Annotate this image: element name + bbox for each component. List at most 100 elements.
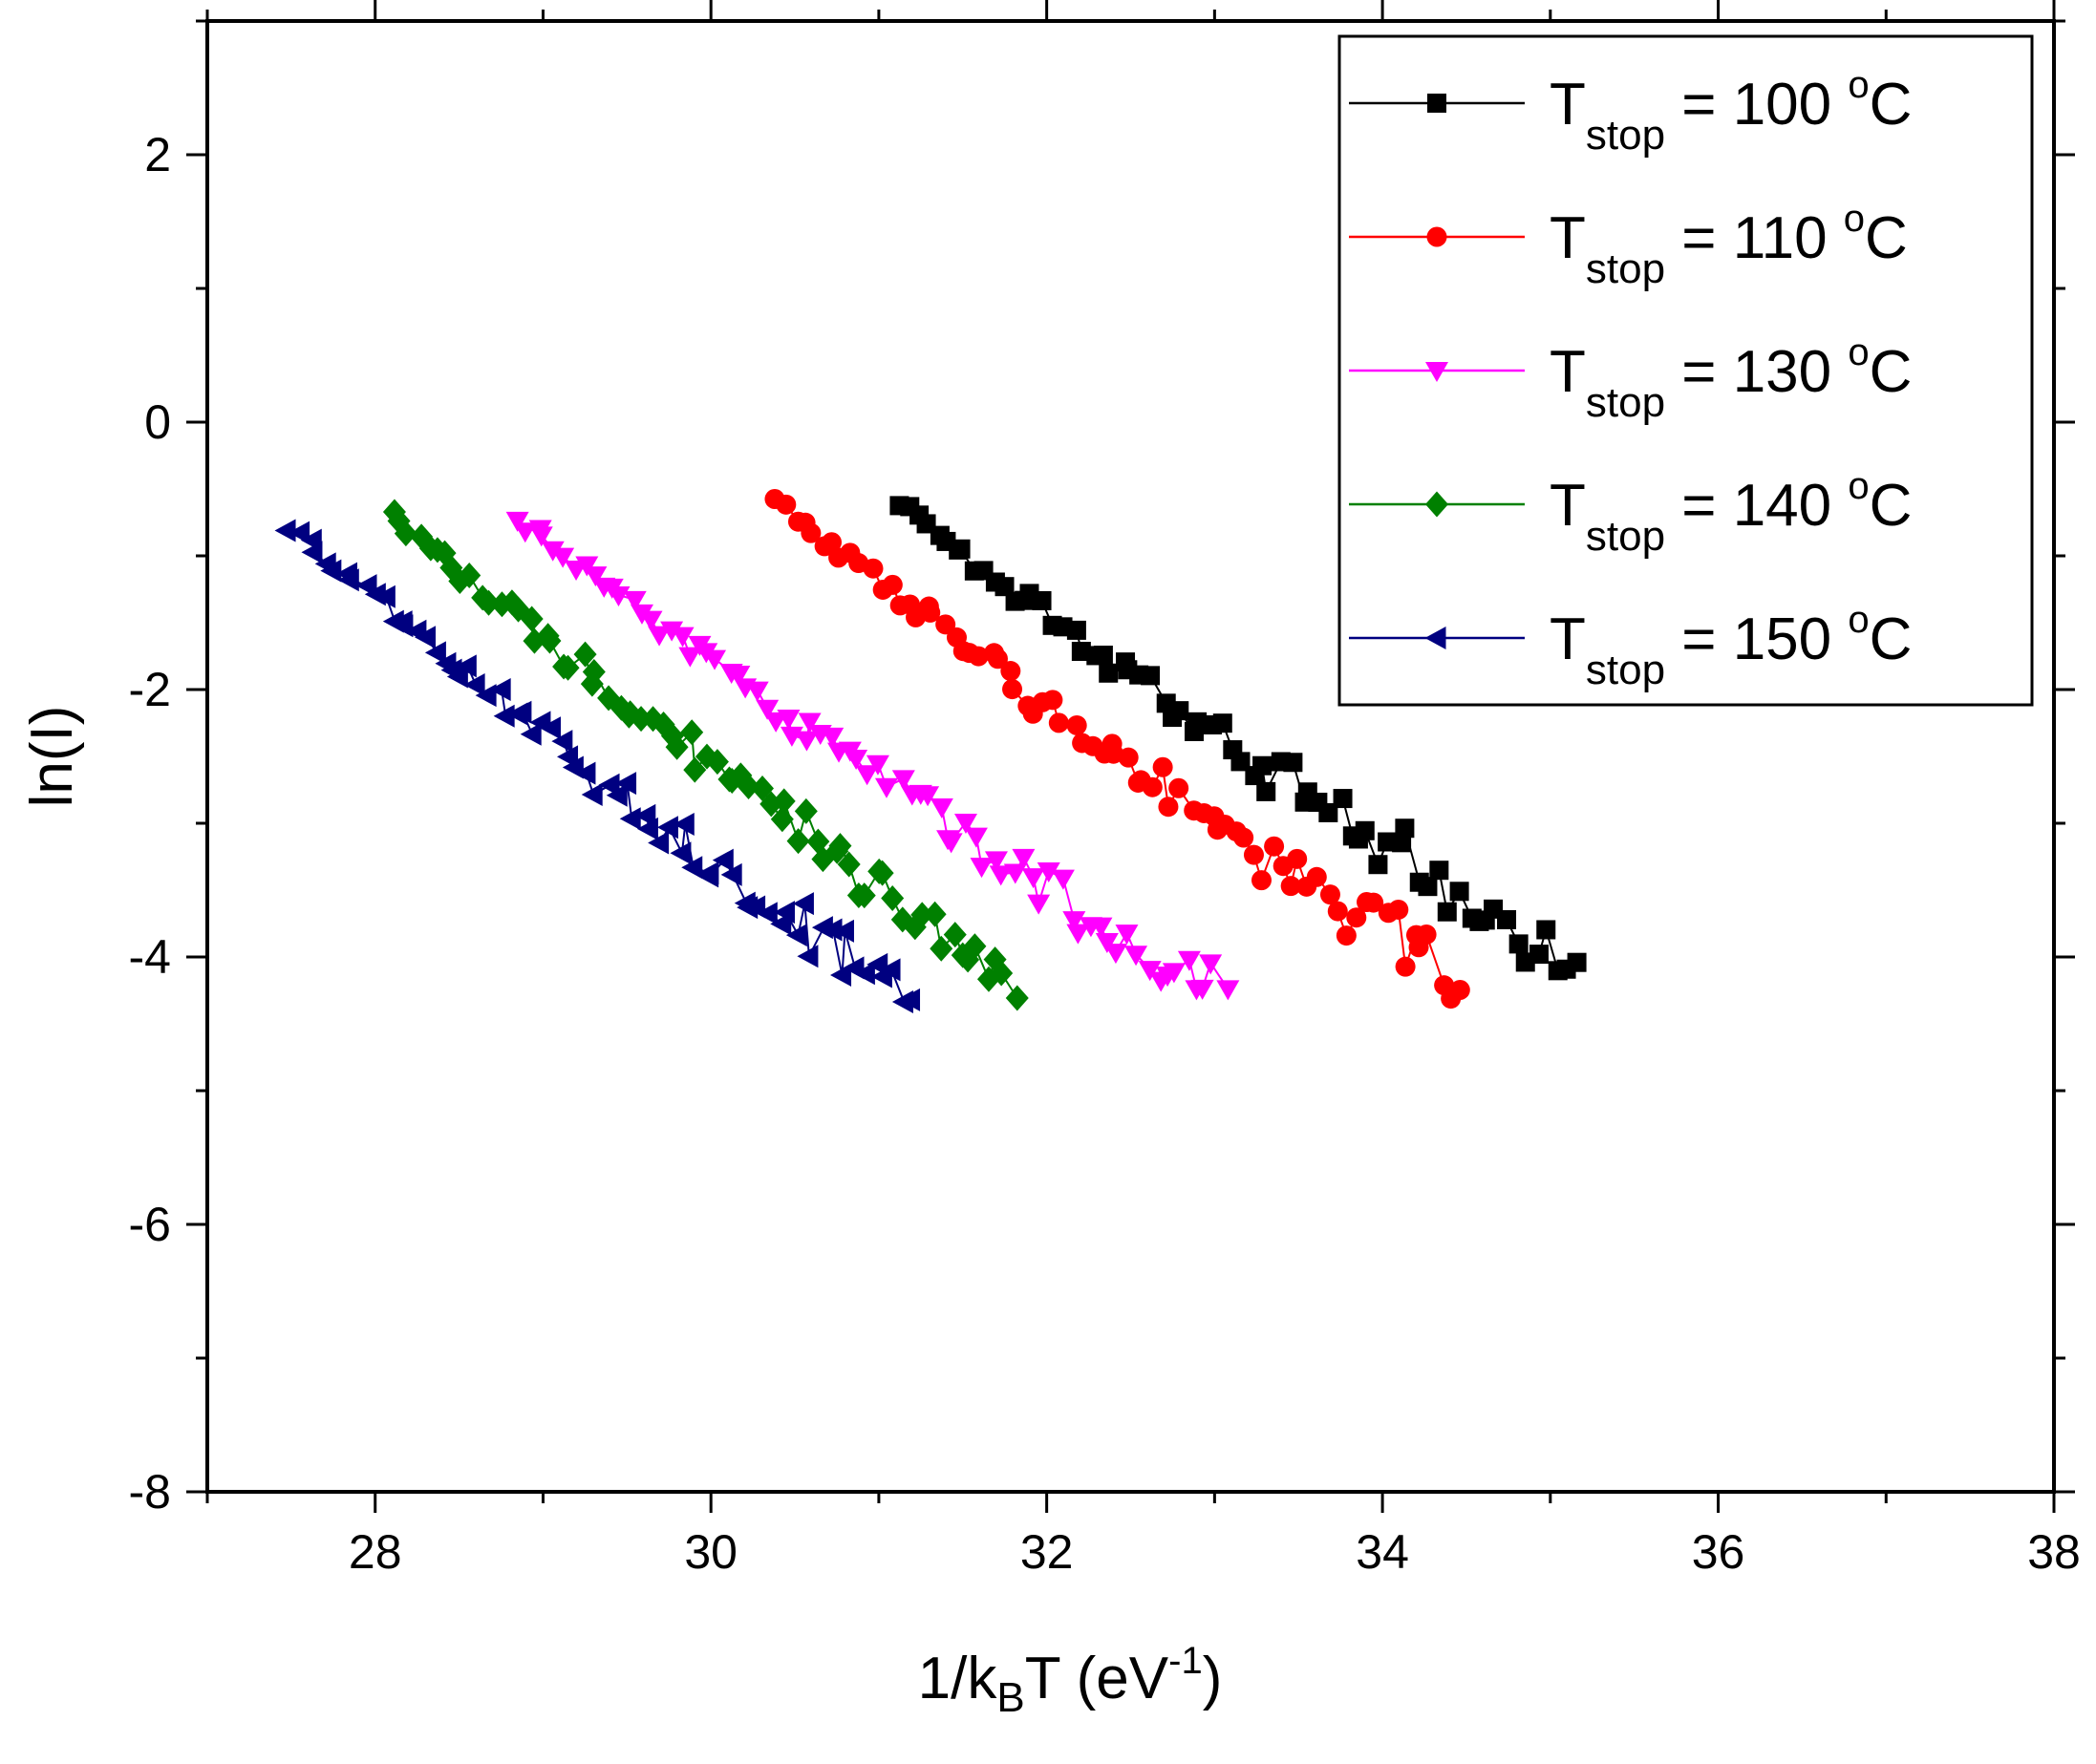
x-tick-label: 32 bbox=[1020, 1525, 1074, 1579]
data-point bbox=[801, 522, 822, 543]
data-point bbox=[573, 641, 597, 668]
data-point bbox=[1319, 884, 1340, 905]
tick-labels-layer: 28 30 32 34 36 38 -8 -6 -4 -2 0 2 bbox=[129, 128, 2081, 1579]
data-point bbox=[797, 945, 819, 968]
data-point bbox=[320, 559, 342, 583]
data-point bbox=[630, 706, 653, 733]
data-point bbox=[792, 892, 814, 916]
x-axis-title-sup: -1 bbox=[1168, 1640, 1203, 1682]
legend-label: Tstop = 130 oC bbox=[1550, 331, 1912, 426]
legend-label-sub: stop bbox=[1586, 513, 1665, 560]
data-point bbox=[939, 833, 963, 854]
data-point bbox=[756, 902, 778, 925]
data-point bbox=[1093, 646, 1113, 666]
data-point bbox=[995, 577, 1015, 597]
data-point bbox=[394, 521, 417, 547]
data-point bbox=[1066, 924, 1090, 945]
legend-item: Tstop = 100 oC bbox=[1349, 64, 1912, 159]
data-point bbox=[1002, 679, 1023, 700]
data-point bbox=[989, 865, 1013, 886]
data-point bbox=[745, 681, 769, 702]
data-point bbox=[1355, 820, 1375, 840]
data-point bbox=[866, 754, 889, 776]
data-point bbox=[879, 958, 901, 982]
legend-label-unit: C bbox=[1865, 205, 1908, 271]
data-point bbox=[1283, 753, 1303, 773]
legend-item: Tstop = 130 oC bbox=[1349, 331, 1912, 426]
data-point bbox=[855, 765, 879, 786]
data-point bbox=[951, 539, 971, 559]
data-point bbox=[606, 783, 628, 807]
x-axis-title-mid: T (eV bbox=[1025, 1646, 1169, 1711]
data-point bbox=[538, 627, 562, 654]
data-point bbox=[575, 556, 599, 577]
x-tick-label: 36 bbox=[1692, 1525, 1745, 1579]
data-point bbox=[584, 566, 608, 587]
data-point bbox=[374, 584, 396, 608]
data-point bbox=[970, 858, 994, 879]
data-point bbox=[853, 962, 875, 986]
data-point bbox=[1051, 869, 1075, 890]
data-point bbox=[1418, 877, 1438, 897]
data-point bbox=[1168, 777, 1189, 798]
data-point bbox=[541, 541, 565, 562]
data-point bbox=[786, 828, 810, 855]
data-point bbox=[852, 882, 876, 909]
legend-label-main: T bbox=[1550, 339, 1586, 405]
legend-label: Tstop = 140 oC bbox=[1550, 465, 1912, 560]
data-point bbox=[1118, 747, 1139, 768]
data-point bbox=[660, 621, 684, 642]
data-point bbox=[1115, 925, 1139, 946]
data-point bbox=[1141, 666, 1161, 686]
legend-label-unit: C bbox=[1870, 473, 1913, 539]
data-point bbox=[656, 816, 678, 839]
data-point bbox=[774, 901, 796, 925]
legend-item: Tstop = 150 oC bbox=[1349, 599, 1912, 693]
data-point bbox=[845, 750, 868, 771]
data-point bbox=[821, 727, 845, 748]
data-point bbox=[274, 519, 296, 542]
data-point bbox=[489, 677, 511, 701]
data-point bbox=[930, 935, 953, 962]
legend-marker bbox=[1424, 627, 1446, 649]
data-point bbox=[891, 770, 915, 791]
data-point bbox=[1363, 892, 1384, 913]
data-point bbox=[1216, 980, 1240, 1001]
y-tick-label: -2 bbox=[129, 663, 171, 716]
data-point bbox=[680, 719, 704, 746]
data-point bbox=[1048, 712, 1069, 733]
legend-label-unit: C bbox=[1870, 339, 1913, 405]
data-point bbox=[705, 749, 729, 776]
data-point bbox=[551, 547, 575, 568]
data-point bbox=[556, 654, 580, 681]
data-point bbox=[1037, 861, 1060, 882]
legend-item: Tstop = 110 oC bbox=[1349, 198, 1908, 292]
data-point bbox=[1000, 661, 1021, 682]
data-point bbox=[1089, 917, 1113, 938]
data-point bbox=[1177, 950, 1201, 971]
data-point bbox=[1287, 848, 1308, 869]
data-point bbox=[458, 563, 481, 589]
data-point bbox=[785, 924, 807, 947]
data-point bbox=[1388, 899, 1409, 920]
data-point bbox=[1095, 932, 1119, 953]
data-point bbox=[648, 831, 670, 855]
legend-marker bbox=[1426, 226, 1447, 247]
data-point bbox=[1264, 836, 1285, 857]
data-point bbox=[1536, 920, 1556, 940]
y-tick-label: 2 bbox=[144, 128, 171, 181]
x-axis-title: 1/kBT (eV-1) bbox=[918, 1640, 1223, 1721]
legend-label-unit: C bbox=[1870, 72, 1913, 138]
data-point bbox=[1252, 755, 1273, 776]
data-point bbox=[1152, 756, 1173, 777]
data-point bbox=[581, 782, 603, 806]
data-point bbox=[1032, 590, 1052, 610]
x-axis-title-end: ) bbox=[1203, 1646, 1223, 1711]
legend-label: Tstop = 100 oC bbox=[1550, 64, 1912, 159]
data-point bbox=[737, 773, 760, 799]
series-layer bbox=[274, 489, 1587, 1014]
legend-label-eq: = 150 bbox=[1665, 606, 1848, 672]
data-point bbox=[1497, 909, 1517, 929]
legend-label-main: T bbox=[1550, 205, 1586, 271]
